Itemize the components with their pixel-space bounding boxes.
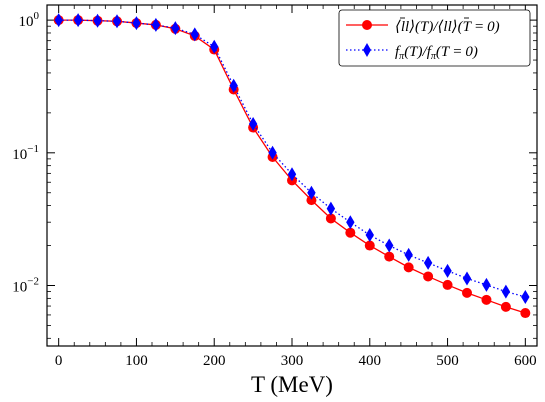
- series-2: [54, 13, 530, 304]
- legend: ⟨ll⟩(T)/⟨ll⟩(T = 0) fπ(T)/fπ(T = 0): [338, 9, 531, 67]
- data-point: [501, 284, 511, 299]
- y-tick-labels: 100 10−1 10−2: [12, 10, 39, 295]
- data-point: [403, 262, 414, 273]
- x-tick-label: 100: [125, 353, 148, 369]
- data-point: [521, 289, 530, 304]
- x-tick-label: 0: [55, 353, 63, 369]
- data-point: [345, 227, 356, 238]
- data-point: [307, 185, 316, 200]
- x-tick-label: 500: [436, 353, 459, 369]
- data-point: [306, 195, 317, 206]
- data-point: [384, 251, 395, 262]
- data-point: [364, 240, 375, 251]
- data-point: [520, 308, 531, 319]
- data-point: [268, 145, 277, 160]
- data-point: [500, 301, 511, 312]
- data-point: [365, 228, 374, 243]
- data-point: [93, 13, 102, 28]
- data-point: [423, 271, 434, 282]
- data-point: [443, 263, 452, 278]
- data-point: [190, 27, 199, 42]
- data-point: [482, 277, 491, 292]
- legend-label-red: ⟨ll⟩(T)/⟨ll⟩(T = 0): [395, 19, 500, 35]
- x-tick-label: 400: [359, 353, 382, 369]
- data-point: [54, 13, 63, 28]
- data-point: [210, 39, 219, 54]
- data-point: [73, 13, 83, 28]
- data-point: [248, 116, 258, 131]
- x-tick-labels: 0 100 200 300 400 500 600: [55, 353, 537, 369]
- data-point: [404, 247, 413, 262]
- legend-marker-red: [362, 20, 372, 30]
- data-point: [423, 255, 433, 270]
- data-point: [385, 238, 394, 253]
- data-point: [132, 16, 141, 31]
- x-tick-label: 300: [281, 353, 304, 369]
- x-tick-label: 600: [514, 353, 537, 369]
- data-point: [462, 271, 472, 286]
- series-layer: [53, 13, 531, 319]
- data-point: [346, 215, 355, 230]
- data-point: [325, 213, 336, 224]
- data-point: [112, 14, 122, 29]
- legend-box: [338, 9, 531, 67]
- data-point: [442, 279, 453, 290]
- data-point: [462, 287, 472, 298]
- legend-label-blue: fπ(T)/fπ(T = 0): [395, 44, 478, 62]
- data-point: [481, 294, 492, 305]
- y-tick-label: 10−2: [12, 276, 39, 296]
- x-tick-label: 200: [203, 353, 226, 369]
- data-point: [171, 21, 180, 36]
- data-point: [287, 167, 297, 182]
- data-point: [229, 78, 238, 93]
- data-point: [151, 17, 161, 32]
- legend-marker-blue: [363, 43, 371, 57]
- y-tick-label: 10−1: [12, 143, 39, 163]
- x-axis-label: T (MeV): [251, 372, 333, 397]
- y-tick-label: 100: [19, 10, 40, 30]
- data-point: [326, 201, 336, 216]
